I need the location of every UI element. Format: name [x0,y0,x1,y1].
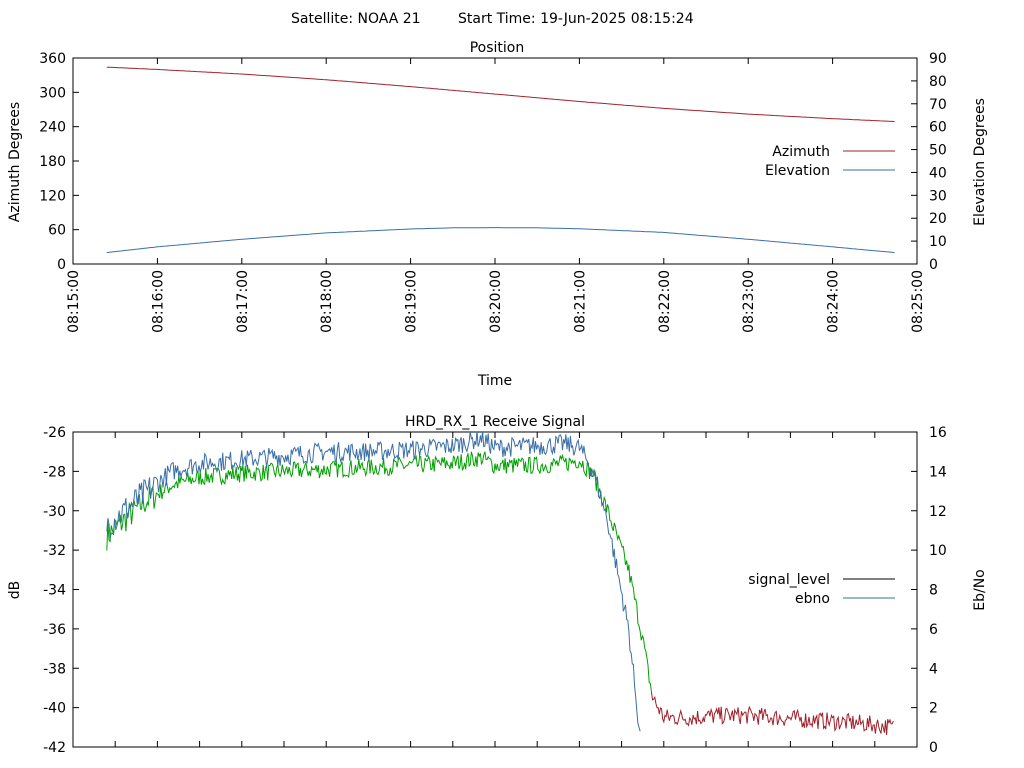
y2-tick-label: 4 [929,661,938,677]
signal-chart-title: HRD_RX_1 Receive Signal [405,414,585,430]
y2-tick-label: 70 [929,97,947,113]
y2-tick-label: 0 [929,740,938,756]
series-line-signal_level [106,451,652,692]
y-tick-label: -38 [43,661,66,677]
x-tick-label: 08:15:00 [66,270,82,333]
satellite-label: Satellite: NOAA 21 [291,11,421,27]
legend-label-elevation: Elevation [765,163,830,179]
x-tick-label: 08:21:00 [572,270,588,333]
y2-tick-label: 30 [929,188,947,204]
start-time-label: Start Time: 19-Jun-2025 08:15:24 [458,11,694,27]
position-legend: Azimuth Elevation [765,144,895,179]
signal-y2-axis-label: Eb/No [972,569,988,611]
y2-tick-label: 80 [929,74,947,90]
x-tick-label: 08:25:00 [910,270,926,333]
y-tick-label: 180 [39,154,66,170]
series-line-elevation [106,227,895,254]
y2-tick-label: 40 [929,165,947,181]
y2-tick-label: 2 [929,701,938,717]
y-tick-label: 60 [48,223,66,239]
position-y-axis-label: Azimuth Degrees [7,102,23,222]
y2-tick-label: 6 [929,622,938,638]
y2-tick-label: 14 [929,464,947,480]
y-tick-label: 360 [39,51,66,67]
y2-tick-label: 10 [929,543,947,559]
position-series [106,66,895,254]
y2-tick-label: 50 [929,143,947,159]
y2-tick-label: 8 [929,583,938,599]
y2-tick-label: 12 [929,504,947,520]
y-tick-label: -32 [43,543,66,559]
y-tick-label: -36 [43,622,66,638]
y2-tick-label: 0 [929,257,938,273]
y-tick-label: -28 [43,464,66,480]
position-chart-title: Position [470,40,525,56]
y2-tick-label: 16 [929,425,947,441]
x-tick-label: 08:17:00 [235,270,251,333]
y-tick-label: -42 [43,740,66,756]
y2-tick-label: 90 [929,51,947,67]
legend-label-azimuth: Azimuth [772,144,830,160]
legend-label-ebno: ebno [795,591,830,607]
x-tick-label: 08:16:00 [150,270,166,333]
y-tick-label: -26 [43,425,66,441]
x-tick-label: 08:22:00 [657,270,673,333]
signal-y-axis-label: dB [7,581,23,600]
y-tick-label: 0 [57,257,66,273]
y-tick-label: -34 [43,583,66,599]
position-plot-frame: 0 60 120 180 240 300 360 0 10 20 30 40 50 60 70 80 90 08:… [39,51,947,333]
legend-label-signal_level: signal_level [748,572,830,588]
y2-tick-label: 60 [929,120,947,136]
series-line-azimuth [106,66,895,122]
y-tick-label: 240 [39,120,66,136]
y-tick-label: 300 [39,85,66,101]
x-tick-label: 08:23:00 [741,270,757,333]
signal-series [106,432,894,735]
x-tick-label: 08:19:00 [404,270,420,333]
signal-plot-frame: -42 -40 -38 -36 -34 -32 -30 -28 -26 0 2 4 6 8 10 12 14 16 [43,425,947,756]
y2-tick-label: 10 [929,234,947,250]
x-tick-label: 08:18:00 [319,270,335,333]
series-line-ebno [106,432,641,732]
y-tick-label: -30 [43,504,66,520]
position-x-axis-label: Time [477,373,512,389]
position-y2-axis-label: Elevation Degrees [972,98,988,226]
y-tick-label: 120 [39,188,66,204]
position-plot-border [72,57,918,265]
y-tick-label: -40 [43,701,66,717]
x-tick-label: 08:20:00 [488,270,504,333]
y2-tick-label: 20 [929,211,947,227]
x-tick-label: 08:24:00 [826,270,842,333]
series-line-signal_level-after-loss [650,691,894,735]
